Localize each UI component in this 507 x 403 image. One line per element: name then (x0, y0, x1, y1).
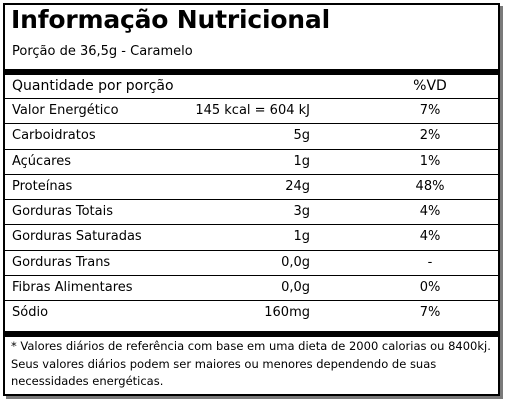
nutrient-vd: - (427, 254, 433, 270)
nutrient-amount: 0,0g (281, 254, 310, 270)
nutrient-vd: 2% (419, 128, 441, 144)
nutrient-amount: 145 kcal = 604 kJ (195, 103, 310, 118)
nutrient-vd: 0% (419, 280, 441, 296)
table-header-row: Quantidade por porção %VD (5, 75, 498, 99)
nutrient-amount: 160mg (264, 305, 310, 321)
nutrient-name: Fibras Alimentares (12, 280, 133, 296)
nutrient-vd: 1% (419, 153, 441, 169)
nutrient-amount: 0,0g (281, 280, 310, 296)
page-title: Informação Nutricional (11, 5, 330, 34)
table-row: Gorduras Totais 3g 4% (5, 200, 498, 226)
footnote: * Valores diários de referência com base… (11, 338, 495, 391)
footnote-reference: * Valores diários de referência com base… (11, 339, 491, 353)
nutrition-facts-panel: Informação Nutricional Porção de 36,5g -… (3, 3, 500, 396)
header-quantity-label: Quantidade por porção (12, 78, 174, 94)
nutrient-name: Gorduras Trans (12, 254, 111, 270)
table-row: Sódio 160mg 7% (5, 301, 498, 326)
table-row: Gorduras Saturadas 1g 4% (5, 225, 498, 251)
table-row: Proteínas 24g 48% (5, 175, 498, 201)
table-row: Gorduras Trans 0,0g - (5, 251, 498, 277)
nutrient-name: Proteínas (12, 178, 73, 194)
nutrient-vd: 4% (419, 229, 441, 245)
header-vd-label: %VD (413, 78, 447, 94)
nutrition-table: Quantidade por porção %VD Valor Energéti… (5, 75, 498, 327)
table-row: Valor Energético 145 kcal = 604 kJ 7% (5, 99, 498, 125)
nutrient-amount: 1g (293, 229, 310, 245)
table-row: Fibras Alimentares 0,0g 0% (5, 276, 498, 302)
nutrient-vd: 48% (415, 178, 445, 194)
nutrient-name: Gorduras Saturadas (12, 229, 142, 245)
nutrient-name: Carboidratos (12, 128, 96, 144)
nutrient-amount: 24g (285, 178, 310, 194)
nutrient-name: Sódio (12, 305, 49, 321)
nutrient-amount: 1g (293, 153, 310, 169)
nutrient-vd: 7% (419, 103, 441, 118)
nutrient-name: Açúcares (12, 153, 71, 169)
nutrient-name: Gorduras Totais (12, 204, 113, 220)
footnote-disclaimer: Seus valores diários podem ser maiores o… (11, 356, 437, 389)
nutrient-amount: 5g (293, 128, 310, 144)
nutrient-amount: 3g (293, 204, 310, 220)
table-row: Açúcares 1g 1% (5, 150, 498, 175)
thick-divider-bottom (5, 331, 498, 337)
nutrient-vd: 7% (419, 305, 441, 321)
portion-size: Porção de 36,5g - Caramelo (12, 44, 193, 59)
nutrient-vd: 4% (419, 204, 441, 220)
table-row: Carboidratos 5g 2% (5, 124, 498, 150)
thick-divider-top (5, 69, 498, 75)
nutrient-name: Valor Energético (12, 103, 119, 118)
